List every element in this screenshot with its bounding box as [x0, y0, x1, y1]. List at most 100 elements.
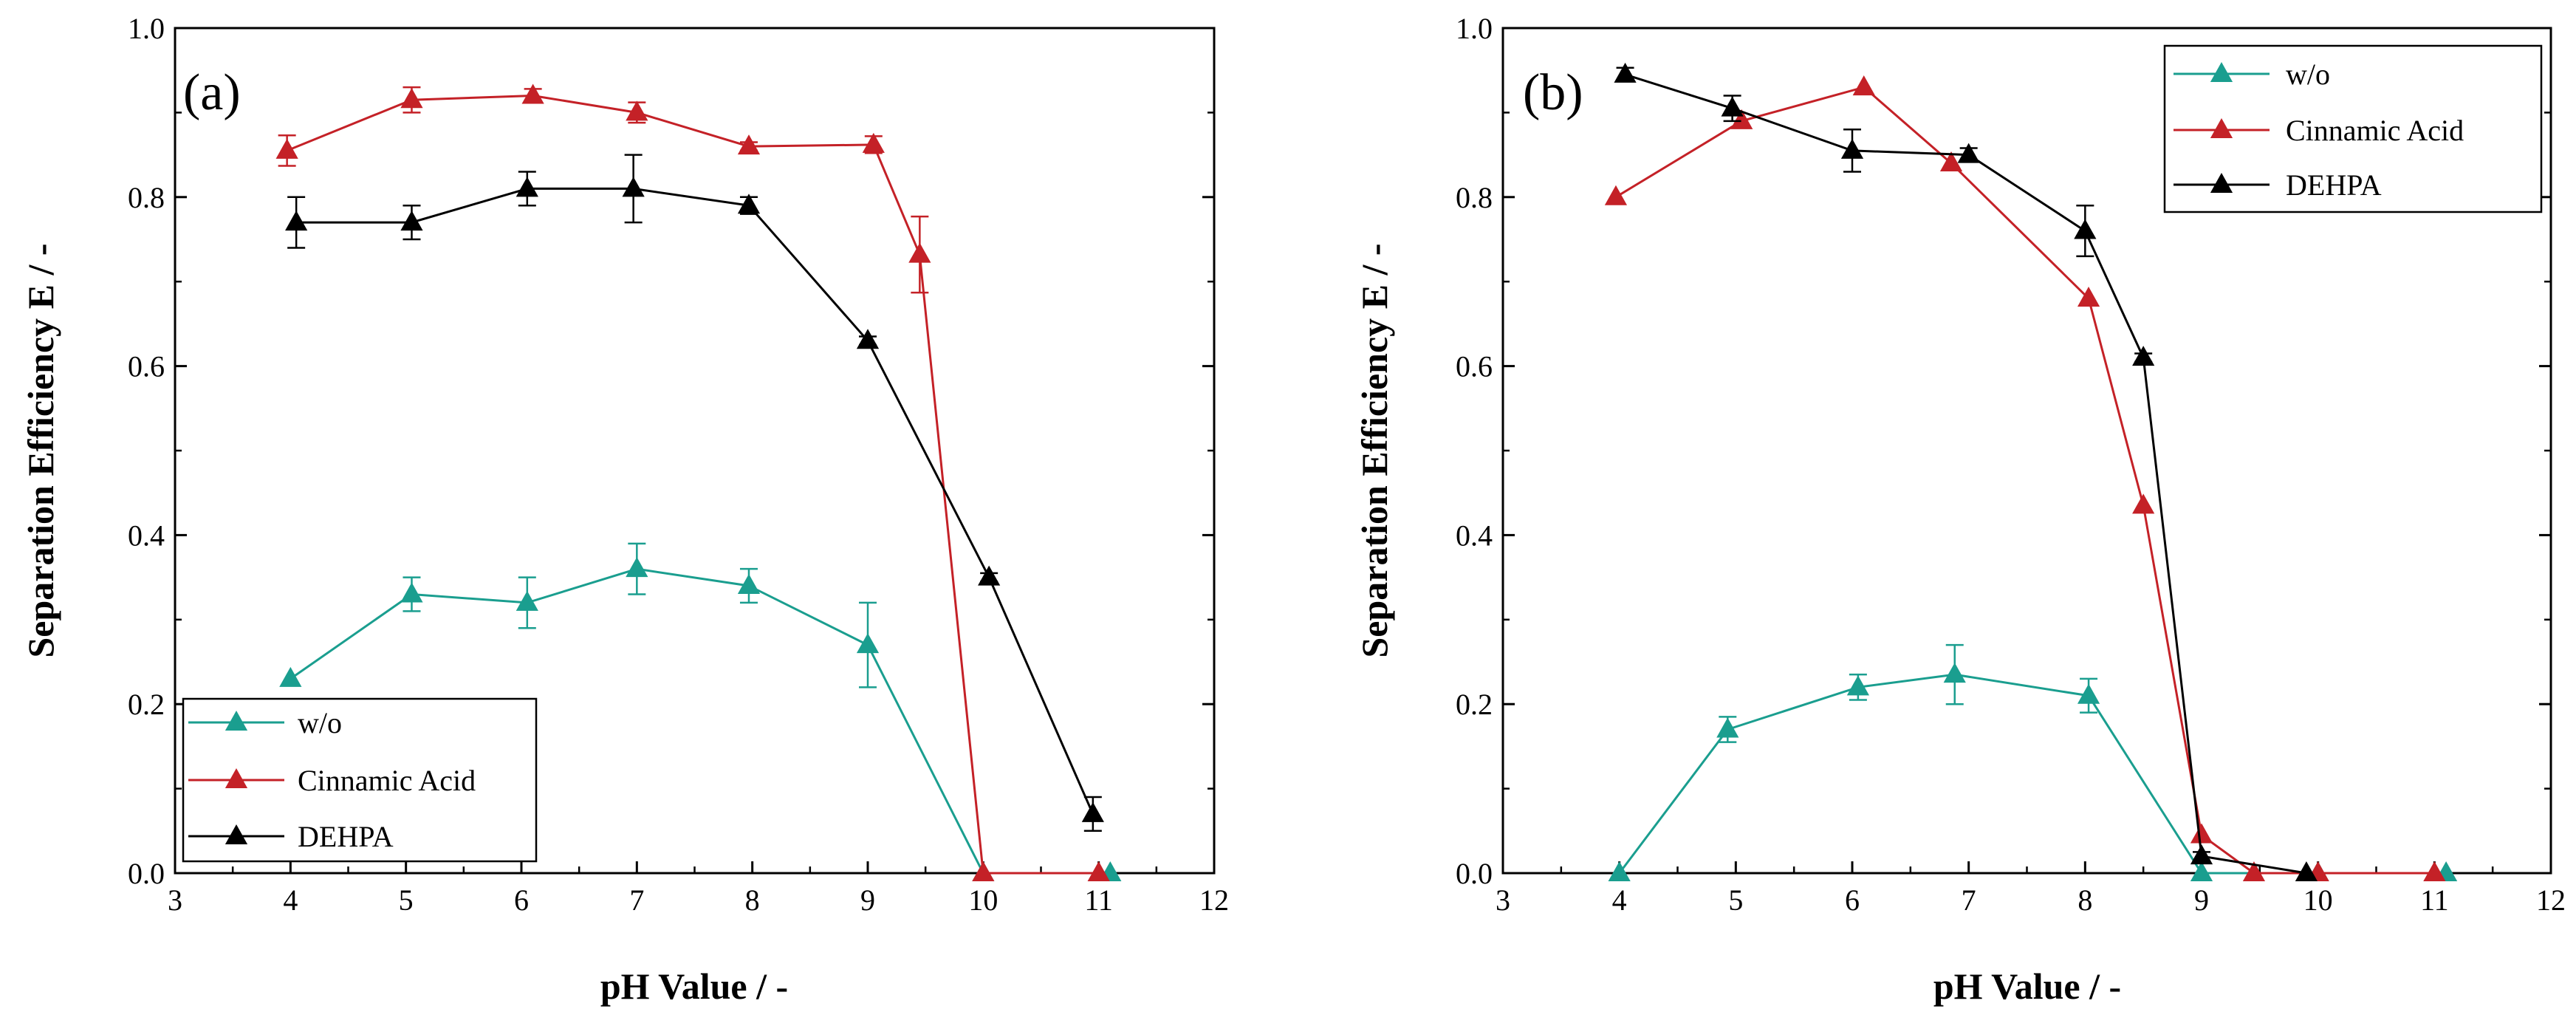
- series-line-dehpa-a: [296, 187, 1095, 815]
- y-tick-label-0.2-b: 0.2: [1456, 688, 1493, 721]
- series-line-cinnamic-acid-b: [1615, 86, 2435, 875]
- legend-entry-cinnamic-acid-b: Cinnamic Acid: [2174, 114, 2464, 147]
- point-wo-b: [2190, 861, 2213, 881]
- tick-marks-a: 3 4 5 6 7 8 9 10 11 12 0.0 0.2 0.4 0.6 0.8 1.0: [128, 12, 1229, 917]
- x-tick-label-8-b: 8: [2077, 883, 2092, 917]
- series-dehpa-b: [1614, 62, 2318, 881]
- y-tick-label-0.8-a: 0.8: [128, 181, 165, 214]
- legend-label-dehpa-b: DEHPA: [2286, 168, 2382, 202]
- series-cinnamic-acid-a: [275, 83, 1110, 881]
- point-dehpa-a: [978, 565, 1001, 586]
- point-dehpa-a: [285, 211, 308, 231]
- panel-a: 3 4 5 6 7 8 9 10 11 12 0.0 0.2 0.4 0.6 0.8 1.0 (a) pH V…: [20, 12, 1229, 1007]
- point-dehpa-b: [1957, 143, 1980, 163]
- point-cinnamic-acid-b: [2077, 287, 2100, 307]
- point-dehpa-b: [1840, 138, 1864, 159]
- y-tick-label-0.4-b: 0.4: [1456, 519, 1493, 552]
- point-dehpa-b: [1614, 62, 1637, 83]
- legend-marker-dehpa-a: [225, 824, 248, 844]
- x-tick-label-6-b: 6: [1845, 883, 1860, 917]
- point-dehpa-a: [400, 211, 423, 231]
- x-tick-label-10-a: 10: [968, 883, 998, 917]
- y-tick-label-0.6-b: 0.6: [1456, 350, 1493, 383]
- point-cinnamic-acid-b: [2190, 823, 2213, 844]
- point-dehpa-a: [737, 194, 761, 214]
- point-cinnamic-acid-a: [862, 132, 885, 153]
- point-cinnamic-acid-b: [2132, 493, 2155, 514]
- y-axis-title-a: Separation Efficiency E / -: [20, 243, 61, 657]
- series-cinnamic-acid-b: [1604, 75, 2446, 881]
- point-cinnamic-acid-b: [2423, 861, 2446, 881]
- x-tick-label-12-a: 12: [1199, 883, 1229, 917]
- x-tick-label-8-a: 8: [745, 883, 760, 917]
- point-wo-a: [400, 582, 423, 603]
- point-cinnamic-acid-a: [521, 83, 544, 104]
- point-wo-b: [1716, 717, 1739, 738]
- x-tick-label-4-a: 4: [283, 883, 298, 917]
- legend-entry-wo-a: w/o: [188, 706, 342, 739]
- point-dehpa-b: [2190, 844, 2213, 865]
- point-wo-b: [2077, 683, 2100, 704]
- y-tick-label-0.4-a: 0.4: [128, 519, 165, 552]
- y-tick-label-0.0-b: 0.0: [1456, 857, 1493, 890]
- legend-label-cinnamic-acid-b: Cinnamic Acid: [2286, 114, 2464, 147]
- tick-marks-b: 3 4 5 6 7 8 9 10 11 12 0.0 0.2 0.4 0.6 0.8 1.0: [1456, 12, 2566, 917]
- legend-entry-dehpa-a: DEHPA: [188, 820, 394, 853]
- legend-a: w/o Cinnamic Acid DEHPA: [182, 697, 538, 863]
- point-cinnamic-acid-b: [1604, 185, 1628, 205]
- point-wo-a: [515, 590, 538, 611]
- panel-label-a: (a): [183, 64, 241, 121]
- point-wo-b: [1846, 675, 1869, 696]
- legend-label-cinnamic-acid-a: Cinnamic Acid: [298, 764, 476, 797]
- legend-marker-cinnamic-acid-a: [225, 768, 248, 788]
- x-axis-title-b: pH Value / -: [1933, 965, 2121, 1007]
- point-cinnamic-acid-a: [400, 88, 423, 109]
- point-dehpa-a: [1081, 801, 1104, 822]
- x-tick-label-12-b: 12: [2536, 883, 2566, 917]
- series-line-wo-b: [1618, 673, 2447, 875]
- point-dehpa-a: [622, 177, 645, 197]
- point-wo-b: [1608, 861, 1631, 881]
- x-tick-label-7-b: 7: [1962, 883, 1976, 917]
- legend-entry-cinnamic-acid-a: Cinnamic Acid: [188, 764, 476, 797]
- y-tick-label-0.0-a: 0.0: [128, 857, 165, 890]
- series-dehpa-a: [285, 154, 1104, 833]
- series-layer-a: [275, 83, 1122, 881]
- legend-entry-wo-b: w/o: [2174, 58, 2330, 91]
- legend-marker-cinnamic-acid-b: [2210, 117, 2233, 138]
- x-tick-label-3-b: 3: [1496, 883, 1510, 917]
- point-wo-b: [1943, 663, 1966, 683]
- series-line-dehpa-b: [1625, 73, 2307, 875]
- point-cinnamic-acid-a: [972, 861, 995, 881]
- x-tick-label-10-b: 10: [2303, 883, 2333, 917]
- y-axis-title-b: Separation Efficiency E / -: [1354, 243, 1395, 657]
- y-tick-label-0.8-b: 0.8: [1456, 181, 1493, 214]
- x-tick-label-7-a: 7: [629, 883, 644, 917]
- point-cinnamic-acid-b: [1852, 75, 1875, 96]
- point-cinnamic-acid-a: [737, 134, 761, 155]
- point-cinnamic-acid-a: [908, 242, 931, 263]
- point-cinnamic-acid-b: [1939, 151, 1963, 172]
- point-cinnamic-acid-b: [2242, 861, 2266, 881]
- point-wo-a: [737, 574, 761, 595]
- point-wo-a: [856, 633, 880, 654]
- point-cinnamic-acid-a: [275, 138, 298, 159]
- x-tick-label-11-a: 11: [1084, 883, 1113, 917]
- x-tick-label-3-a: 3: [168, 883, 182, 917]
- point-dehpa-b: [2132, 346, 2155, 366]
- legend-label-dehpa-a: DEHPA: [298, 820, 394, 853]
- legend-marker-dehpa-b: [2210, 172, 2233, 193]
- legend-label-wo-b: w/o: [2286, 58, 2330, 91]
- y-tick-label-1.0-a: 1.0: [128, 12, 165, 45]
- point-dehpa-b: [1721, 96, 1744, 117]
- x-tick-label-11-b: 11: [2420, 883, 2449, 917]
- series-wo-b: [1608, 643, 2458, 881]
- x-tick-label-5-a: 5: [399, 883, 414, 917]
- panel-label-b: (b): [1523, 64, 1583, 121]
- point-cinnamic-acid-a: [626, 100, 648, 121]
- point-cinnamic-acid-b: [1730, 109, 1753, 129]
- x-axis-title-a: pH Value / -: [600, 965, 788, 1007]
- panel-b: 3 4 5 6 7 8 9 10 11 12 0.0 0.2 0.4 0.6 0.8 1.0 (b) pH V…: [1354, 12, 2566, 1007]
- point-dehpa-b: [2295, 861, 2318, 881]
